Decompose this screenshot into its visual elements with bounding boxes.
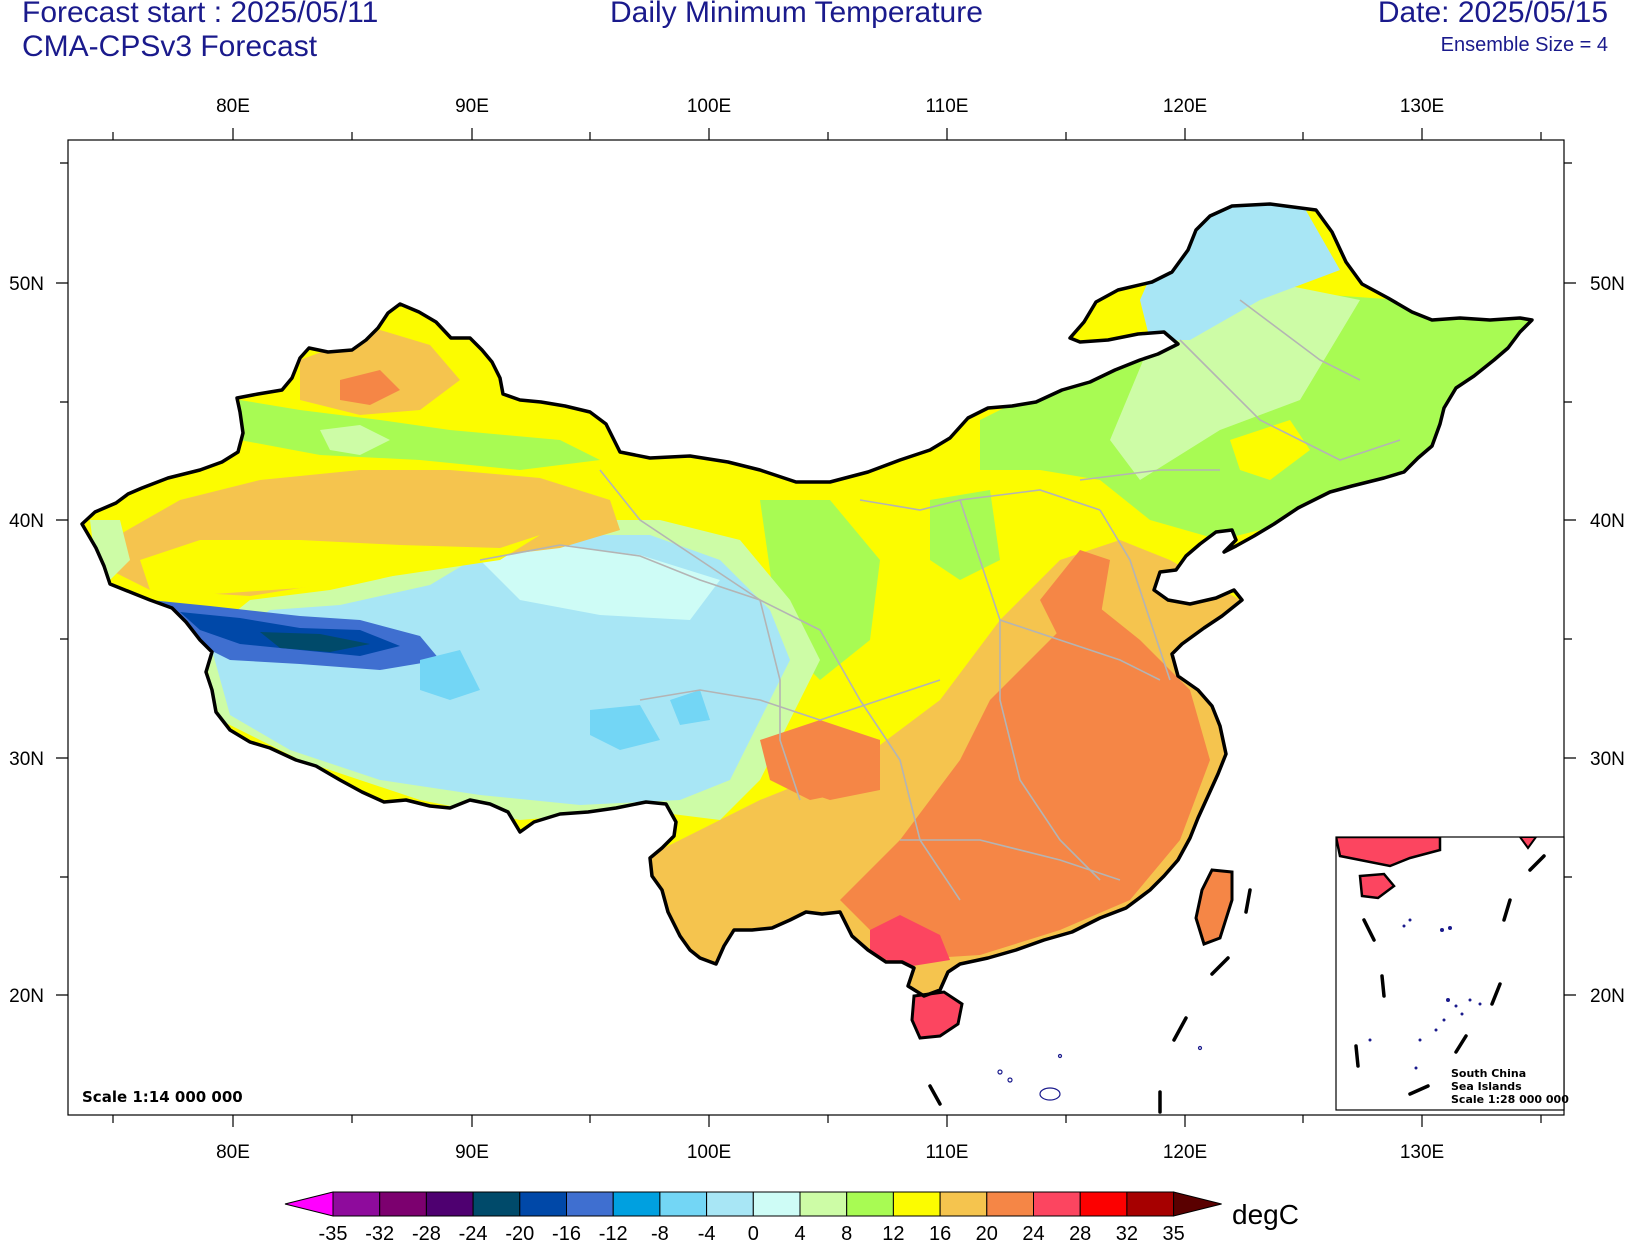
colorbar-tick-9: 0 — [748, 1223, 759, 1241]
colorbar-cell-8 — [706, 1191, 754, 1217]
map-scale-note: Scale 1:14 000 000 — [82, 1088, 243, 1106]
inset-island-dots — [1368, 918, 1482, 1070]
lon-label-130e: 130E — [1400, 96, 1444, 117]
colorbar-cell-16 — [1079, 1191, 1128, 1217]
colorbar-cell-1 — [379, 1191, 427, 1217]
colorbar-tick-11: 8 — [841, 1223, 852, 1241]
colorbar-tick-2: -28 — [412, 1223, 441, 1241]
colorbar-tick-13: 16 — [929, 1223, 951, 1241]
lat-label-30n: 30N — [9, 749, 44, 770]
lon-label-100e-bottom: 100E — [687, 1142, 731, 1163]
model-name-label: CMA-CPSv3 Forecast — [22, 30, 318, 63]
lon-label-130e-bottom: 130E — [1400, 1142, 1444, 1163]
ensemble-size-label: Ensemble Size = 4 — [1440, 34, 1608, 56]
inset-line-1: South China — [1451, 1067, 1526, 1080]
hainan-island — [910, 990, 964, 1040]
small-islands — [997, 1045, 1203, 1101]
lon-label-120e-bottom: 120E — [1163, 1142, 1207, 1163]
colorbar-cell-4 — [519, 1191, 567, 1217]
lon-label-110e-bottom: 110E — [926, 1142, 969, 1163]
lat-label-40n: 40N — [9, 511, 44, 532]
colorbar-cell-14 — [986, 1191, 1034, 1217]
forecast-start-label: Forecast start : 2025/05/11 — [22, 0, 379, 29]
forecast-date-label: Date: 2025/05/15 — [1377, 0, 1608, 29]
lat-label-40n-right: 40N — [1590, 511, 1625, 532]
axis-ticks — [56, 128, 1576, 1127]
colorbar-cell-13 — [939, 1191, 988, 1217]
lat-label-50n-right: 50N — [1590, 274, 1625, 295]
colorbar-cell-9 — [752, 1191, 801, 1217]
colorbar-right-arrow — [1173, 1191, 1222, 1217]
lon-labels-bottom: 80E 90E 100E 110E 120E 130E — [216, 1142, 1444, 1163]
colorbar-tick-10: 4 — [794, 1223, 805, 1241]
dashed-boundary — [928, 888, 1252, 1114]
taiwan-island — [1194, 868, 1234, 946]
lon-label-80e: 80E — [216, 96, 250, 117]
colorbar-tick-3: -24 — [459, 1223, 488, 1241]
map-title: Daily Minimum Temperature — [610, 0, 983, 29]
inset-line-2: Sea Islands — [1451, 1080, 1522, 1093]
lat-label-20n: 20N — [9, 986, 44, 1007]
colorbar-cell-5 — [566, 1191, 614, 1217]
colorbar-unit-label: degC — [1232, 1199, 1299, 1230]
colorbar-cell-6 — [612, 1191, 661, 1217]
lat-labels-right: 50N 40N 30N 20N — [1590, 274, 1625, 1007]
colorbar-cell-7 — [659, 1191, 708, 1217]
lat-label-30n-right: 30N — [1590, 749, 1625, 770]
colorbar-tick-18: 35 — [1162, 1223, 1184, 1241]
colorbar-cell-10 — [799, 1191, 848, 1217]
lat-label-20n-right: 20N — [1590, 986, 1625, 1007]
south-china-sea-inset: South China Sea Islands Scale 1:28 000 0… — [1335, 836, 1569, 1111]
lon-label-120e: 120E — [1163, 96, 1207, 117]
province-lines — [479, 299, 1401, 901]
colorbar-tick-1: -32 — [365, 1223, 394, 1241]
lat-labels-left: 50N 40N 30N 20N — [9, 274, 44, 1007]
colorbar: -35 -32 -28 -24 -20 -16 -12 -8 -4 0 4 8 12 16 20 24 28 32… — [284, 1191, 1222, 1241]
colorbar-cell-15 — [1033, 1191, 1081, 1217]
lon-labels-top: 80E 90E 100E 110E 120E 130E — [216, 96, 1444, 117]
lon-label-110e: 110E — [926, 96, 969, 117]
colorbar-tick-12: 12 — [882, 1223, 904, 1241]
colorbar-tick-7: -8 — [651, 1223, 669, 1241]
colorbar-cell-0 — [332, 1191, 381, 1217]
colorbar-tick-6: -12 — [599, 1223, 628, 1241]
colorbar-tick-14: 20 — [976, 1223, 998, 1241]
lon-label-100e: 100E — [687, 96, 731, 117]
colorbar-cell-2 — [425, 1191, 474, 1217]
lat-label-50n: 50N — [9, 274, 44, 295]
colorbar-cell-12 — [892, 1191, 941, 1217]
colorbar-tick-4: -20 — [505, 1223, 534, 1241]
colorbar-tick-16: 28 — [1069, 1223, 1091, 1241]
colorbar-cell-17 — [1126, 1191, 1175, 1217]
colorbar-tick-17: 32 — [1116, 1223, 1138, 1241]
colorbar-cell-11 — [846, 1191, 894, 1217]
colorbar-tick-5: -16 — [552, 1223, 581, 1241]
colorbar-tick-15: 24 — [1022, 1223, 1044, 1241]
lon-label-80e-bottom: 80E — [216, 1142, 250, 1163]
colorbar-left-arrow — [284, 1191, 334, 1217]
lon-label-90e-bottom: 90E — [455, 1142, 489, 1163]
inset-line-3: Scale 1:28 000 000 — [1451, 1093, 1569, 1106]
colorbar-tick-8: -4 — [698, 1223, 716, 1241]
colorbar-cell-3 — [472, 1191, 521, 1217]
colorbar-tick-0: -35 — [319, 1223, 348, 1241]
lon-label-90e: 90E — [455, 96, 489, 117]
